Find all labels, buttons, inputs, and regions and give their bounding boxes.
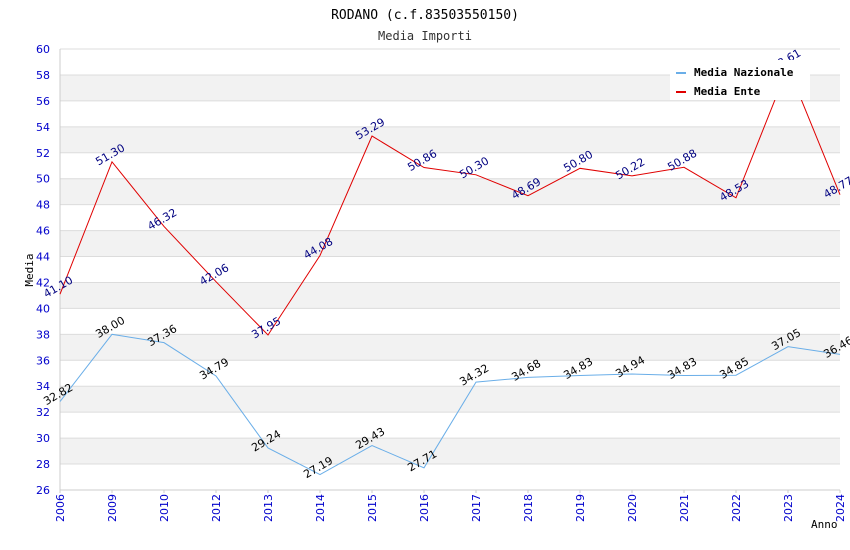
- x-tick-label: 2006: [54, 494, 67, 522]
- y-tick-label: 58: [36, 69, 50, 82]
- y-tick-label: 28: [36, 458, 50, 471]
- y-tick-label: 38: [36, 328, 50, 341]
- x-tick-label: 2021: [678, 494, 691, 522]
- y-tick-label: 30: [36, 432, 50, 445]
- chart-title: RODANO (c.f.83503550150): [331, 8, 519, 23]
- axes: [59, 49, 840, 491]
- x-tick-label: 2013: [262, 494, 275, 522]
- x-tick-label: 2015: [366, 494, 379, 522]
- grid-band: [60, 386, 840, 413]
- x-tick-label: 2009: [106, 494, 119, 522]
- legend: Media Nazionale Media Ente: [670, 60, 810, 100]
- y-tick-label: 60: [36, 43, 50, 56]
- y-tick-label: 52: [36, 147, 50, 160]
- x-tick-label: 2022: [730, 494, 743, 522]
- grid-lines: [60, 48, 840, 491]
- x-tick-label: 2018: [522, 494, 535, 522]
- chart-subtitle: Media Importi: [378, 29, 472, 43]
- series-lines: [59, 65, 841, 476]
- y-tick-labels: 26 28 30 32 34 36 38 40 42 44 46 48 50 52 54 56 58 60: [36, 43, 50, 497]
- x-tick-label: 2012: [210, 494, 223, 522]
- x-tick-label: 2016: [418, 494, 431, 522]
- legend-box: [670, 60, 810, 100]
- y-tick-label: 40: [36, 302, 50, 315]
- y-tick-label: 56: [36, 95, 50, 108]
- x-tick-label: 2014: [314, 494, 327, 522]
- y-tick-label: 42: [36, 276, 50, 289]
- x-tick-label: 2023: [782, 494, 795, 522]
- data-label: 34.68: [509, 357, 543, 384]
- grid-band: [60, 438, 840, 465]
- grid-bands: [60, 74, 840, 465]
- y-axis-label: Media: [23, 253, 36, 286]
- legend-label: Media Ente: [694, 85, 761, 98]
- y-tick-label: 32: [36, 406, 50, 419]
- x-tick-label: 2019: [574, 494, 587, 522]
- series-line-media-nazionale: [59, 333, 841, 476]
- y-tick-label: 36: [36, 354, 50, 367]
- grid-band: [60, 334, 840, 361]
- grid-band: [60, 126, 840, 153]
- y-tick-label: 44: [36, 251, 50, 264]
- y-tick-label: 34: [36, 380, 50, 393]
- grid-band: [60, 282, 840, 309]
- x-tick-labels: 2006 2009 2010 2012 2013 2014 2015 2016 2017 2018…: [54, 490, 847, 522]
- y-tick-label: 54: [36, 121, 50, 134]
- y-tick-label: 46: [36, 225, 50, 238]
- y-tick-label: 48: [36, 199, 50, 212]
- y-tick-label: 26: [36, 484, 50, 497]
- y-tick-label: 50: [36, 173, 50, 186]
- x-axis-label: Anno: [811, 518, 838, 531]
- x-tick-label: 2020: [626, 494, 639, 522]
- x-tick-label: 2017: [470, 494, 483, 522]
- grid-band: [60, 230, 840, 257]
- x-tick-label: 2024: [834, 494, 847, 522]
- series-line-media-ente: [59, 65, 841, 336]
- data-label: 50.30: [457, 154, 491, 181]
- x-tick-label: 2010: [158, 494, 171, 522]
- legend-label: Media Nazionale: [694, 66, 794, 79]
